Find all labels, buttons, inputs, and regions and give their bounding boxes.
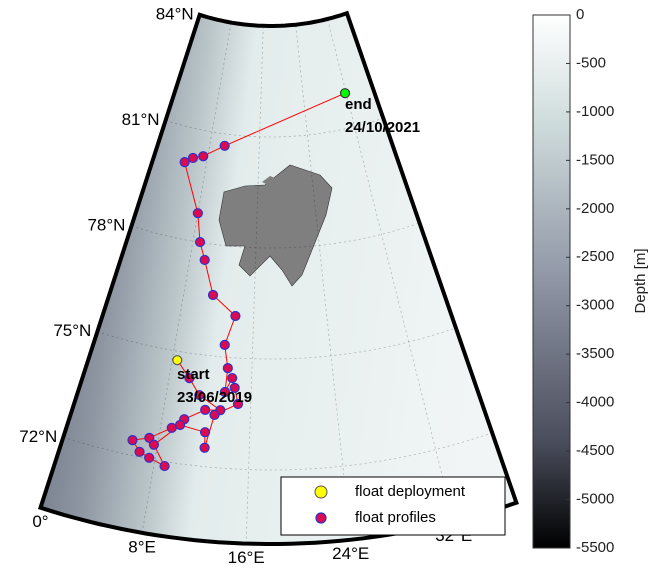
profiles-marker (194, 236, 206, 248)
profiles-marker (187, 152, 199, 164)
legend-marker (315, 512, 327, 524)
profiles-marker (229, 382, 240, 393)
profiles-marker (159, 460, 170, 472)
colorbar-label: Depth [m] (632, 248, 649, 313)
deployment-marker (172, 355, 183, 366)
legend-label: float profiles (355, 509, 436, 526)
profiles-marker (144, 432, 155, 443)
grid-line (245, 25, 264, 544)
colorbar-tick-label: -3500 (576, 345, 614, 362)
end_point-marker (339, 88, 351, 99)
profiles-marker (219, 140, 230, 151)
map-frame (37, 10, 519, 546)
profiles-marker (207, 289, 219, 301)
profiles-marker (199, 442, 210, 453)
colorbar-tick-label: -500 (576, 54, 606, 71)
profiles-marker (219, 339, 230, 350)
lat-label: 75°N (53, 321, 91, 340)
lon-label: 24°E (332, 544, 369, 563)
profiles-marker (227, 372, 238, 384)
profiles-marker (174, 419, 186, 431)
lat-label: 81°N (122, 110, 160, 129)
lon-label: 0° (32, 512, 48, 531)
lon-label: 16°E (228, 548, 265, 567)
grid-line (165, 117, 384, 138)
annotation: start (177, 366, 210, 383)
profiles-marker (184, 373, 195, 384)
profiles-marker (127, 435, 138, 446)
colorbar-tick-label: -4500 (576, 442, 614, 459)
map-area (40, 13, 517, 544)
colorbar: Depth [m] 0 -500 -1000 -1500 -2000 -2500 -3000… (532, 6, 649, 556)
lon-label: 8°E (128, 537, 156, 556)
legend-label: float deployment (355, 483, 466, 500)
colorbar-tick-label: -2000 (576, 200, 614, 217)
profiles-marker (209, 409, 220, 420)
profiles-marker (166, 422, 177, 433)
profiles-marker (198, 151, 209, 162)
colorbar-tick-label: -1000 (576, 103, 614, 120)
grid-line (97, 327, 457, 360)
legend-marker (314, 485, 328, 499)
lat-label: 78°N (87, 216, 125, 235)
profiles-marker (179, 157, 190, 168)
island (262, 176, 280, 188)
profiles-marker (222, 363, 233, 374)
grid-line (327, 18, 455, 522)
legend: float deployment float profiles (280, 476, 506, 536)
profiles-marker (199, 254, 210, 266)
lat-label: 72°N (19, 427, 57, 446)
colorbar-tick-label: -1500 (576, 151, 614, 168)
lat-label: 84°N (156, 4, 194, 23)
annotation: end (345, 96, 372, 113)
annotation: 23/06/2019 (177, 389, 252, 406)
profiles-marker (144, 452, 155, 463)
profiles-marker (200, 404, 211, 415)
bathymetry (40, 13, 517, 544)
colorbar-tick-label: -5500 (576, 539, 614, 556)
profiles-marker (194, 389, 205, 401)
colorbar-tick-label: -4000 (576, 394, 614, 411)
colorbar-scale (532, 14, 571, 549)
annotation: 24/10/2021 (345, 119, 420, 136)
profiles-marker (219, 386, 231, 398)
profiles-marker (230, 310, 241, 322)
profiles-marker (232, 398, 244, 410)
svalbard-land (218, 164, 333, 287)
colorbar-tick-label: -3000 (576, 297, 614, 314)
grid-line (131, 222, 420, 249)
profiles-marker (192, 208, 203, 219)
colorbar-tick-label: -2500 (576, 248, 614, 265)
profiles-marker (134, 446, 145, 457)
profiles-marker (199, 427, 211, 438)
colorbar-tick-label: 0 (576, 6, 584, 23)
profiles-marker (148, 439, 160, 450)
colorbar-tick-label: -5000 (576, 491, 614, 508)
